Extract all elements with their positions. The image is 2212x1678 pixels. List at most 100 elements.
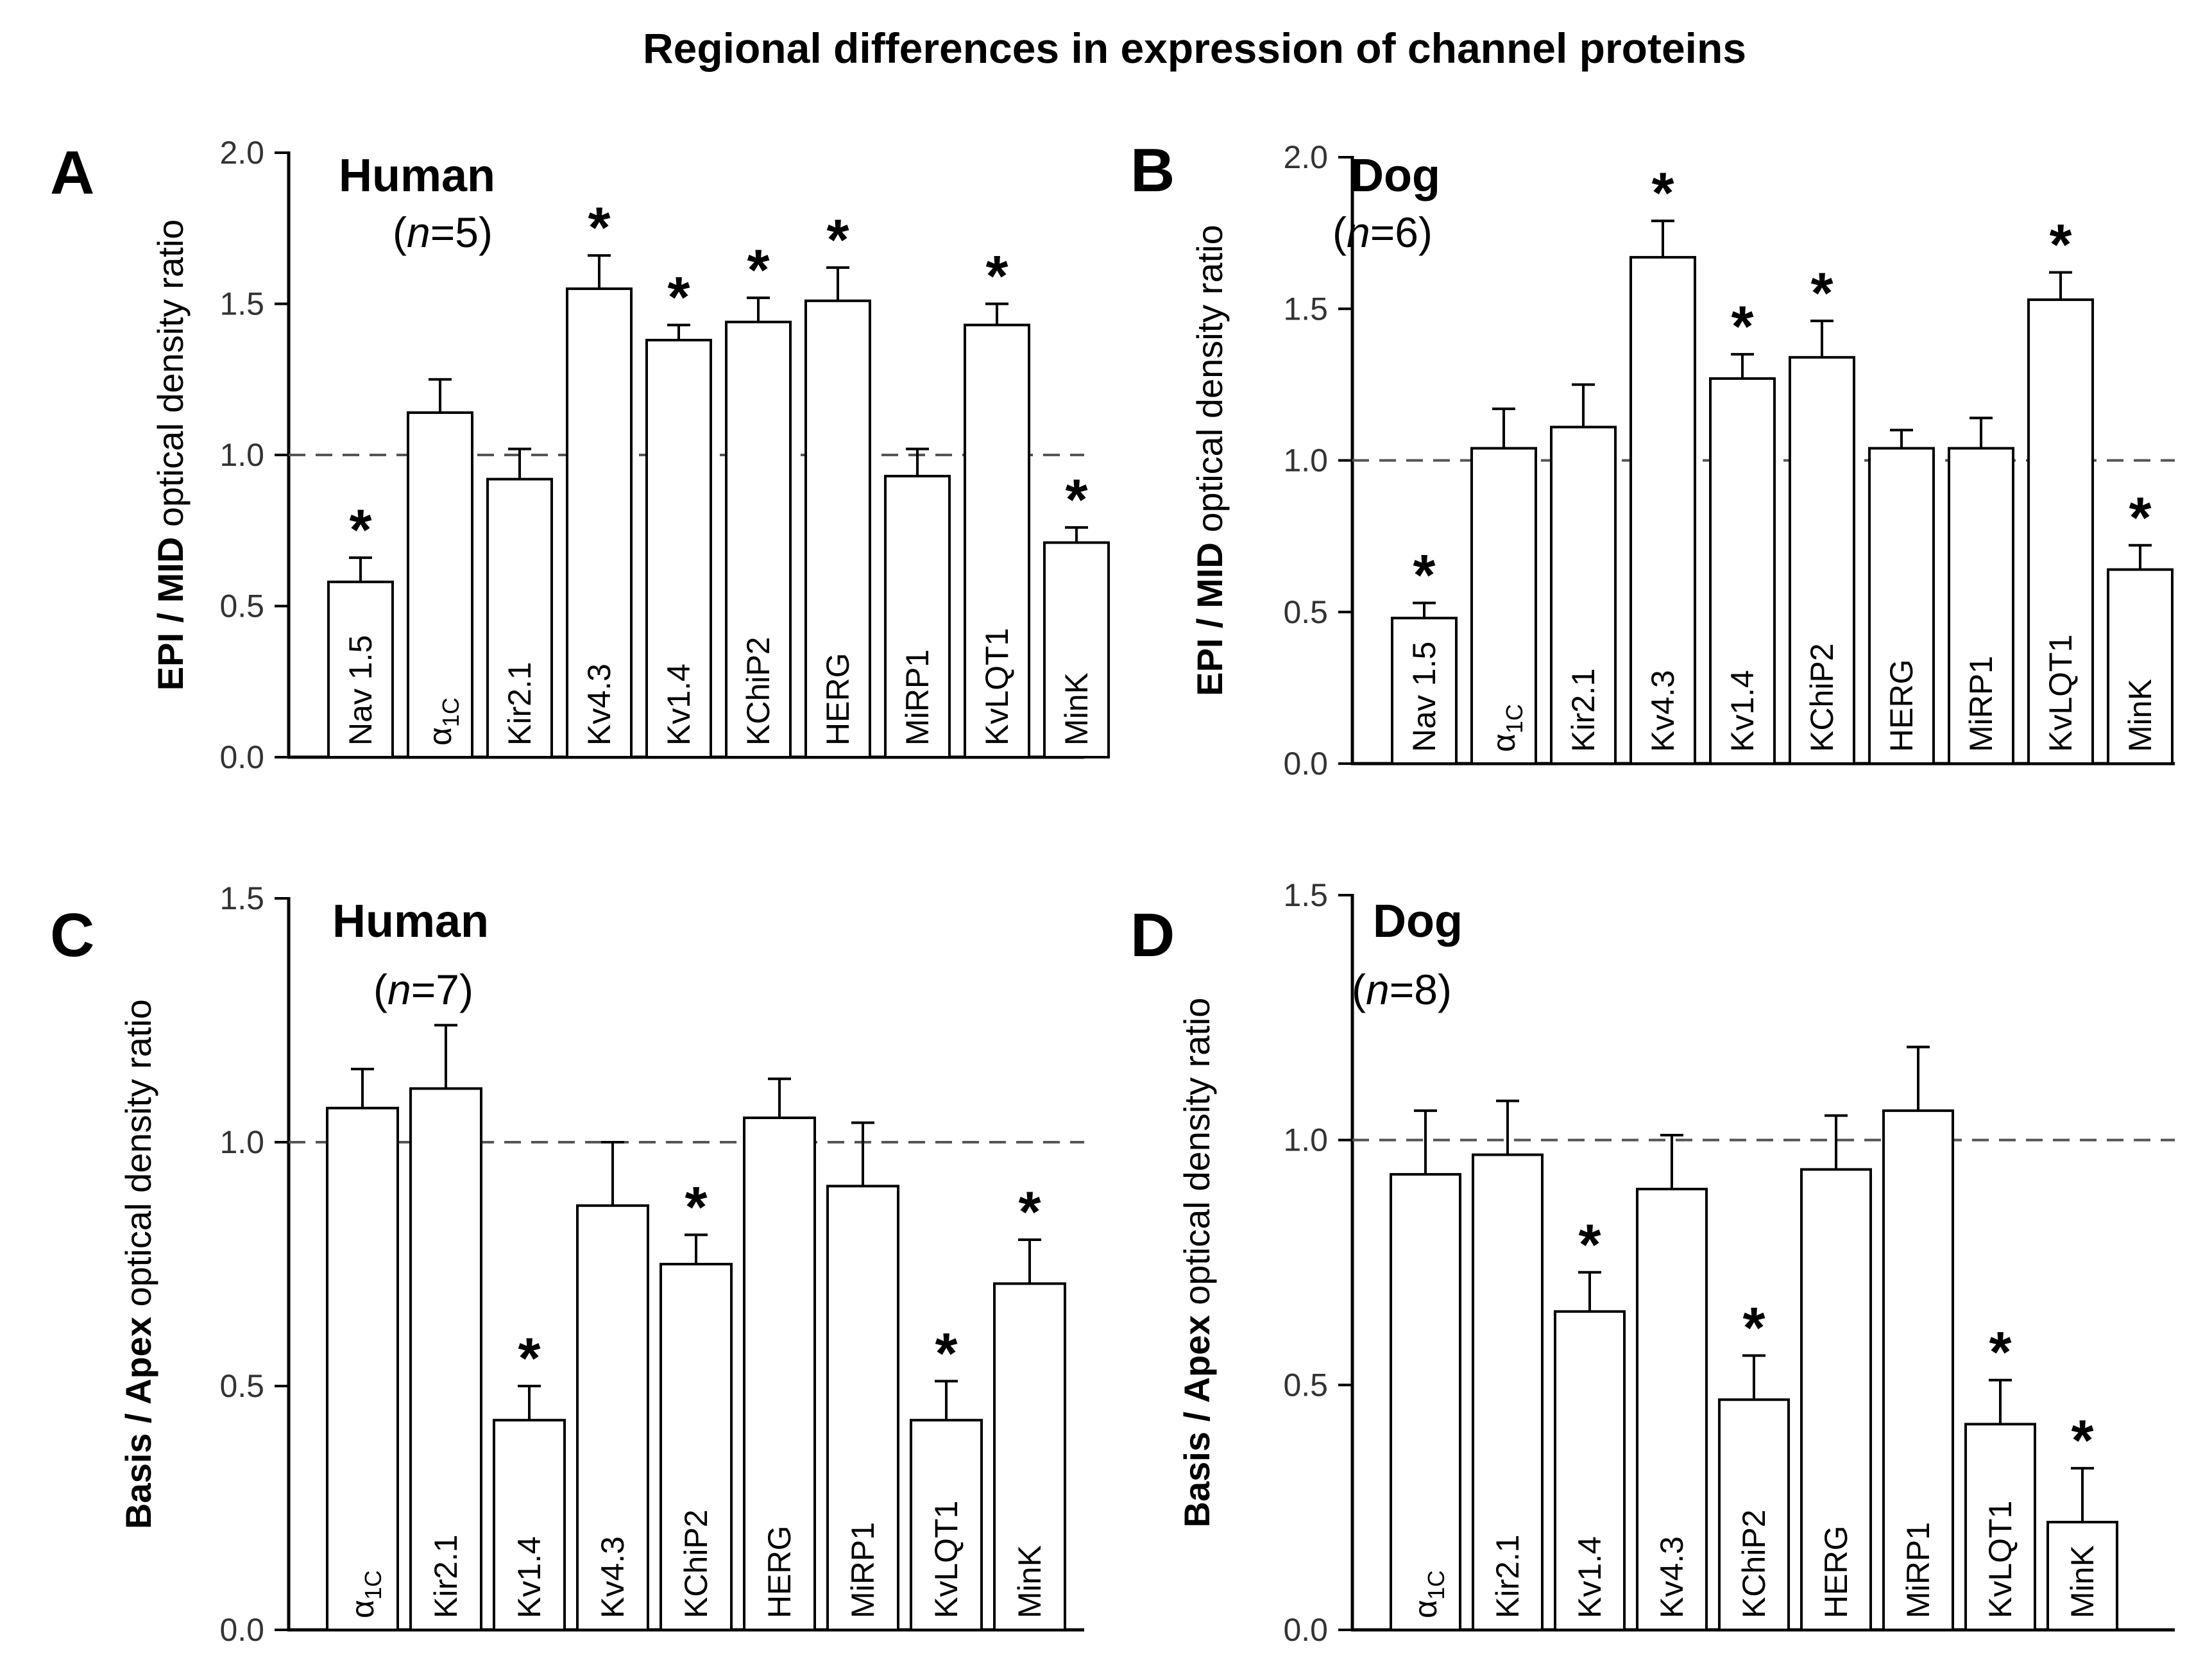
y-axis-label-b: EPI / MID optical density ratio [1189, 225, 1230, 696]
bar-b-mirp1 [1948, 447, 2014, 765]
bar-c-kir2-1 [409, 1087, 482, 1631]
bar-c-mink [993, 1282, 1066, 1631]
bar-a-kv1-4 [645, 339, 712, 758]
bar-d-kchip2 [1718, 1398, 1790, 1632]
bar-label-b-kv1-4: Kv1.4 [1724, 670, 1760, 752]
y-tick-label-b-1-5: 1.5 [1283, 291, 1328, 327]
bar-a-kvlqt1 [964, 323, 1030, 759]
bar-group-a-kv4-3: Kv4.3 * [566, 196, 633, 758]
y-tick-label-d-1-5: 1.5 [1283, 877, 1328, 913]
bar-group-a-kir2-1: Kir2.1 [486, 447, 553, 758]
sample-size-label-a: (n=5) [393, 209, 493, 256]
bar-label-a-kir2-1: Kir2.1 [502, 662, 538, 746]
chart-panel-b: B Dog (n=6) EPI / MID optical density ratio… [1130, 136, 2175, 782]
bar-a-kv4-3 [566, 287, 633, 758]
bar-a-mirp1 [884, 474, 951, 758]
y-tick-label-a-2-0: 2.0 [219, 135, 264, 171]
panel-letter-b: B [1130, 136, 1175, 205]
bar-group-a-kv1-4: Kv1.4 * [645, 266, 712, 758]
bar-label-a-kv1-4: Kv1.4 [661, 663, 697, 746]
y-tick-label-a-0-0: 0.0 [219, 739, 264, 775]
significance-marker-a-mink: * [1065, 468, 1087, 533]
bar-a-herg [804, 299, 871, 759]
bar-group-a-mink: MinK * [1043, 468, 1110, 759]
bar-d-kv4-3 [1636, 1188, 1708, 1631]
bar-group-c-mirp1: MiRP1 [826, 1121, 899, 1631]
species-label-d: Dog [1373, 896, 1463, 947]
bar-b-kv1-4 [1709, 377, 1776, 765]
bar-group-b-mirp1: MiRP1 [1948, 416, 2014, 765]
bar-a-kchip2 [725, 320, 792, 758]
bar-label-d-mink: MinK [2064, 1545, 2100, 1618]
bar-label-d-α1c: α1C [1408, 1570, 1449, 1618]
y-tick-label-c-0-0: 0.0 [219, 1612, 264, 1648]
y-tick-label-a-1-5: 1.5 [219, 286, 264, 322]
bar-label-c-mirp1: MiRP1 [845, 1522, 881, 1618]
bar-group-c-mink: MinK * [993, 1181, 1066, 1631]
bar-label-c-kir2-1: Kir2.1 [428, 1534, 464, 1618]
bar-label-c-kchip2: KChiP2 [678, 1509, 714, 1618]
significance-marker-c-kvlqt1: * [935, 1322, 957, 1386]
bar-label-a-mirp1: MiRP1 [899, 649, 935, 746]
bar-label-a-kchip2: KChiP2 [740, 637, 776, 746]
y-tick-label-b-2-0: 2.0 [1283, 139, 1328, 175]
significance-marker-b-kv4-3: * [1651, 162, 1674, 226]
bar-label-b-mirp1: MiRP1 [1963, 656, 1999, 752]
chart-panel-c: C Human (n=7) Basis / Apex optical density … [50, 880, 1084, 1648]
y-tick-label-c-1-0: 1.0 [219, 1124, 264, 1160]
species-label-b: Dog [1350, 150, 1440, 201]
y-tick-label-a-0-5: 0.5 [219, 588, 264, 624]
bar-label-d-kvlqt1: KvLQT1 [1982, 1501, 2018, 1618]
significance-marker-a-kchip2: * [747, 239, 769, 303]
bar-label-d-kchip2: KChiP2 [1736, 1509, 1772, 1618]
bar-d-mirp1 [1882, 1109, 1954, 1632]
figure-title: Regional differences in expression of ch… [643, 24, 1746, 72]
panel-letter-d: D [1130, 901, 1175, 970]
bar-label-a-nav-1-5: Nav 1.5 [343, 635, 379, 746]
bar-group-b-kvlqt1: KvLQT1 * [2027, 213, 2094, 765]
y-axis-label-c: Basis / Apex optical density ratio [118, 999, 158, 1529]
bar-label-b-herg: HERG [1884, 660, 1919, 752]
bar-label-a-herg: HERG [820, 653, 856, 746]
bar-b-kchip2 [1789, 355, 1855, 765]
bar-label-b-kvlqt1: KvLQT1 [2043, 635, 2079, 752]
bar-group-a-kchip2: KChiP2 * [725, 239, 792, 758]
bar-group-b-mink: MinK * [2107, 486, 2174, 765]
sample-size-label-b: (n=6) [1332, 209, 1433, 256]
significance-marker-d-kvlqt1: * [1989, 1321, 2011, 1385]
bar-label-d-kv1-4: Kv1.4 [1572, 1536, 1608, 1618]
bar-b-nav-1-5 [1391, 617, 1458, 766]
bar-d-α1c [1390, 1173, 1461, 1631]
bar-c-kv1-4 [493, 1419, 566, 1631]
bar-label-c-kvlqt1: KvLQT1 [928, 1501, 964, 1618]
bar-b-α1c [1470, 447, 1537, 765]
bar-group-c-kv4-3: Kv4.3 [576, 1141, 649, 1632]
bar-group-a-kvlqt1: KvLQT1 * [964, 244, 1030, 759]
bar-b-kir2-1 [1550, 425, 1617, 765]
bar-group-c-kchip2: KChiP2 * [659, 1176, 733, 1631]
significance-marker-a-kv1-4: * [667, 266, 690, 330]
bar-label-d-kir2-1: Kir2.1 [1490, 1534, 1526, 1618]
bar-group-d-kchip2: KChiP2 * [1718, 1296, 1790, 1632]
bar-c-herg [743, 1117, 816, 1631]
significance-marker-a-kv4-3: * [588, 196, 610, 261]
bar-group-c-α1c: α1C [326, 1068, 399, 1632]
bar-group-b-kv1-4: Kv1.4 * [1709, 295, 1776, 765]
bar-group-c-kv1-4: Kv1.4 * [493, 1327, 566, 1631]
bar-label-b-α1c: α1C [1486, 704, 1527, 752]
bar-group-b-kir2-1: Kir2.1 [1550, 383, 1617, 765]
bar-group-d-kvlqt1: KvLQT1 * [1964, 1321, 2036, 1631]
y-tick-label-b-0-5: 0.5 [1283, 594, 1328, 630]
bar-c-kchip2 [659, 1263, 733, 1631]
bar-label-c-mink: MinK [1012, 1545, 1048, 1618]
bar-label-a-mink: MinK [1059, 672, 1094, 746]
bar-a-mink [1043, 541, 1110, 759]
bar-d-kv1-4 [1554, 1310, 1626, 1632]
bar-label-a-kv4-3: Kv4.3 [581, 663, 617, 746]
significance-marker-b-mink: * [2129, 486, 2151, 550]
bar-group-b-kchip2: KChiP2 * [1789, 262, 1855, 765]
bar-group-d-kir2-1: Kir2.1 [1472, 1099, 1544, 1631]
panels: A Human (n=5) EPI / MID optical density rat… [50, 135, 2175, 1648]
y-tick-label-a-1-0: 1.0 [219, 437, 264, 473]
